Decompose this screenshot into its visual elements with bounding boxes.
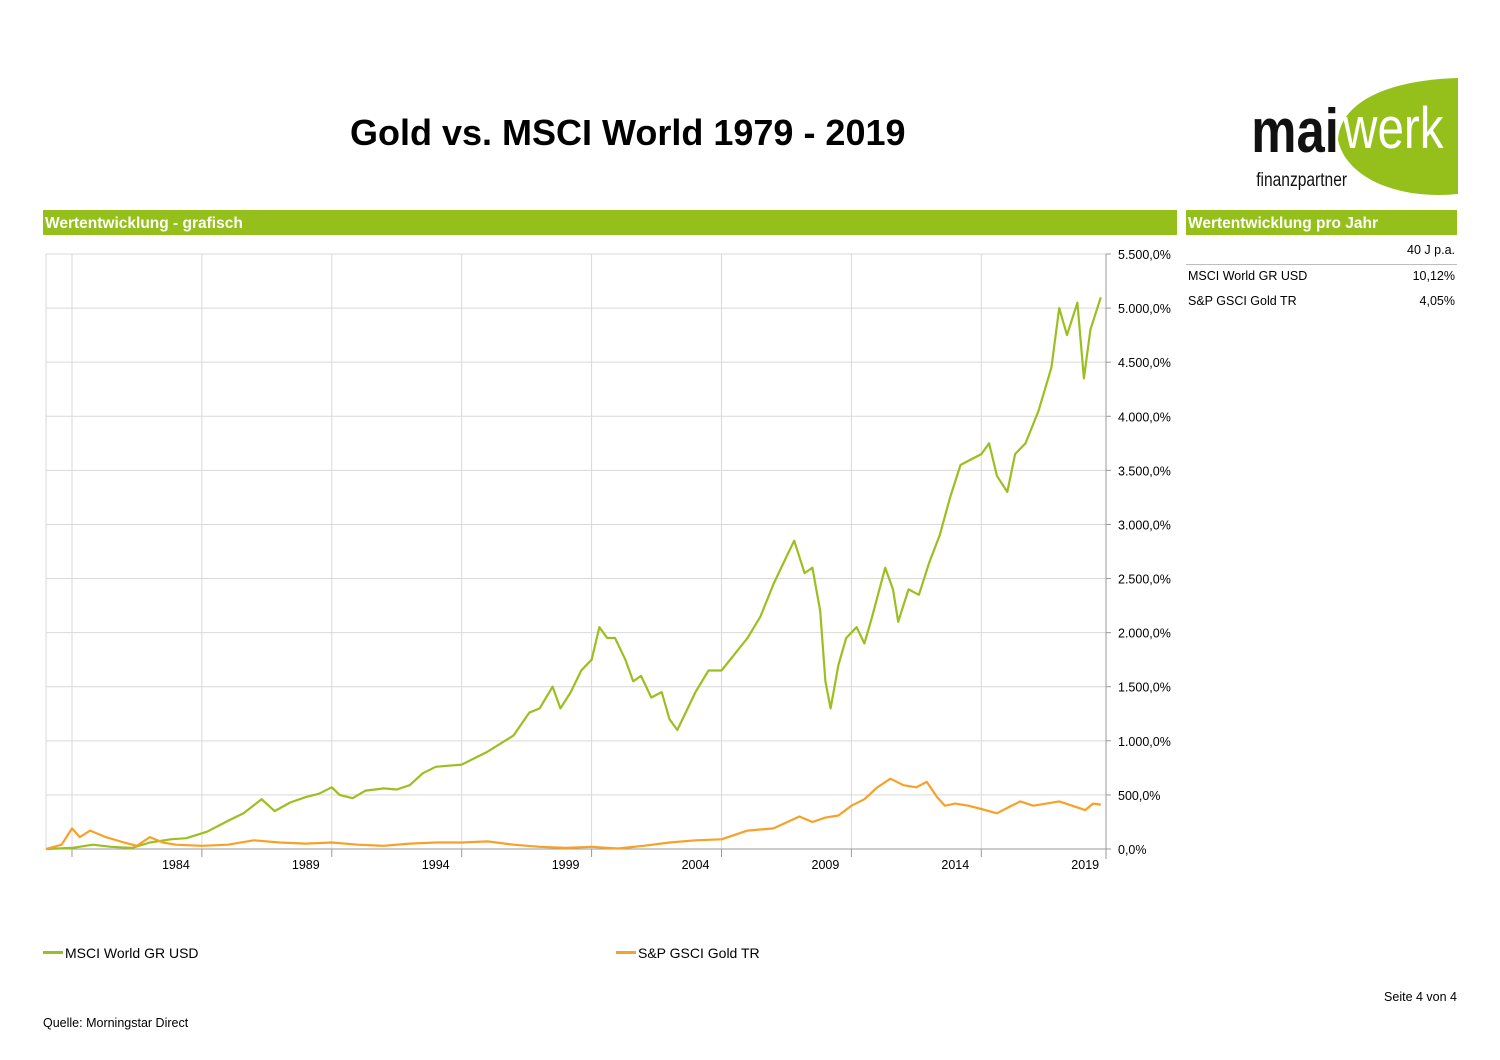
performance-column-header: 40 J p.a.	[1186, 240, 1457, 265]
x-tick-label: 1984	[162, 858, 190, 872]
performance-row-name: S&P GSCI Gold TR	[1188, 294, 1297, 308]
y-tick-label: 2.500,0%	[1118, 573, 1171, 587]
y-tick-label: 500,0%	[1118, 789, 1160, 803]
page-number: Seite 4 von 4	[1384, 990, 1457, 1004]
performance-table: 40 J p.a. MSCI World GR USD 10,12% S&P G…	[1186, 240, 1457, 315]
y-tick-label: 1.500,0%	[1118, 681, 1171, 695]
x-tick-label: 2009	[812, 858, 840, 872]
legend-label-gold: S&P GSCI Gold TR	[638, 945, 760, 961]
legend-item-msci: MSCI World GR USD	[43, 944, 199, 962]
legend-swatch-msci	[43, 950, 63, 954]
performance-row-value: 4,05%	[1419, 294, 1455, 308]
performance-section-header: Wertentwicklung pro Jahr	[1186, 210, 1457, 235]
x-tick-label: 1999	[552, 858, 580, 872]
x-tick-label: 2014	[941, 858, 969, 872]
performance-row: S&P GSCI Gold TR 4,05%	[1186, 290, 1457, 315]
y-tick-label: 4.000,0%	[1118, 410, 1171, 424]
legend-swatch-gold	[616, 950, 636, 954]
performance-row: MSCI World GR USD 10,12%	[1186, 265, 1457, 290]
performance-row-value: 10,12%	[1412, 269, 1455, 283]
legend-label-msci: MSCI World GR USD	[65, 945, 199, 961]
series-line-msci	[45, 296, 1102, 851]
chart-section-header: Wertentwicklung - grafisch	[43, 210, 1177, 235]
page-title: Gold vs. MSCI World 1979 - 2019	[350, 112, 906, 153]
svg-text:werk: werk	[1342, 97, 1444, 162]
y-tick-label: 3.000,0%	[1118, 518, 1171, 532]
x-tick-label: 1989	[292, 858, 320, 872]
y-tick-label: 1.000,0%	[1118, 735, 1171, 749]
x-tick-label: 1994	[422, 858, 450, 872]
maiwerk-logo: mai werk finanzpartner	[1251, 78, 1458, 195]
source-note: Quelle: Morningstar Direct	[43, 1016, 189, 1030]
svg-text:finanzpartner: finanzpartner	[1256, 169, 1347, 191]
y-tick-label: 2.000,0%	[1118, 627, 1171, 641]
x-tick-label: 2004	[682, 858, 710, 872]
series-line-gold	[45, 777, 1101, 851]
svg-text:mai: mai	[1251, 97, 1339, 166]
y-tick-label: 4.500,0%	[1118, 356, 1171, 370]
x-tick-label: 2019	[1071, 858, 1099, 872]
y-tick-label: 3.500,0%	[1118, 464, 1171, 478]
performance-row-name: MSCI World GR USD	[1188, 269, 1308, 283]
y-tick-label: 5.000,0%	[1118, 302, 1171, 316]
y-tick-label: 5.500,0%	[1118, 248, 1171, 262]
y-tick-label: 0,0%	[1118, 843, 1147, 857]
legend-item-gold: S&P GSCI Gold TR	[616, 944, 760, 962]
